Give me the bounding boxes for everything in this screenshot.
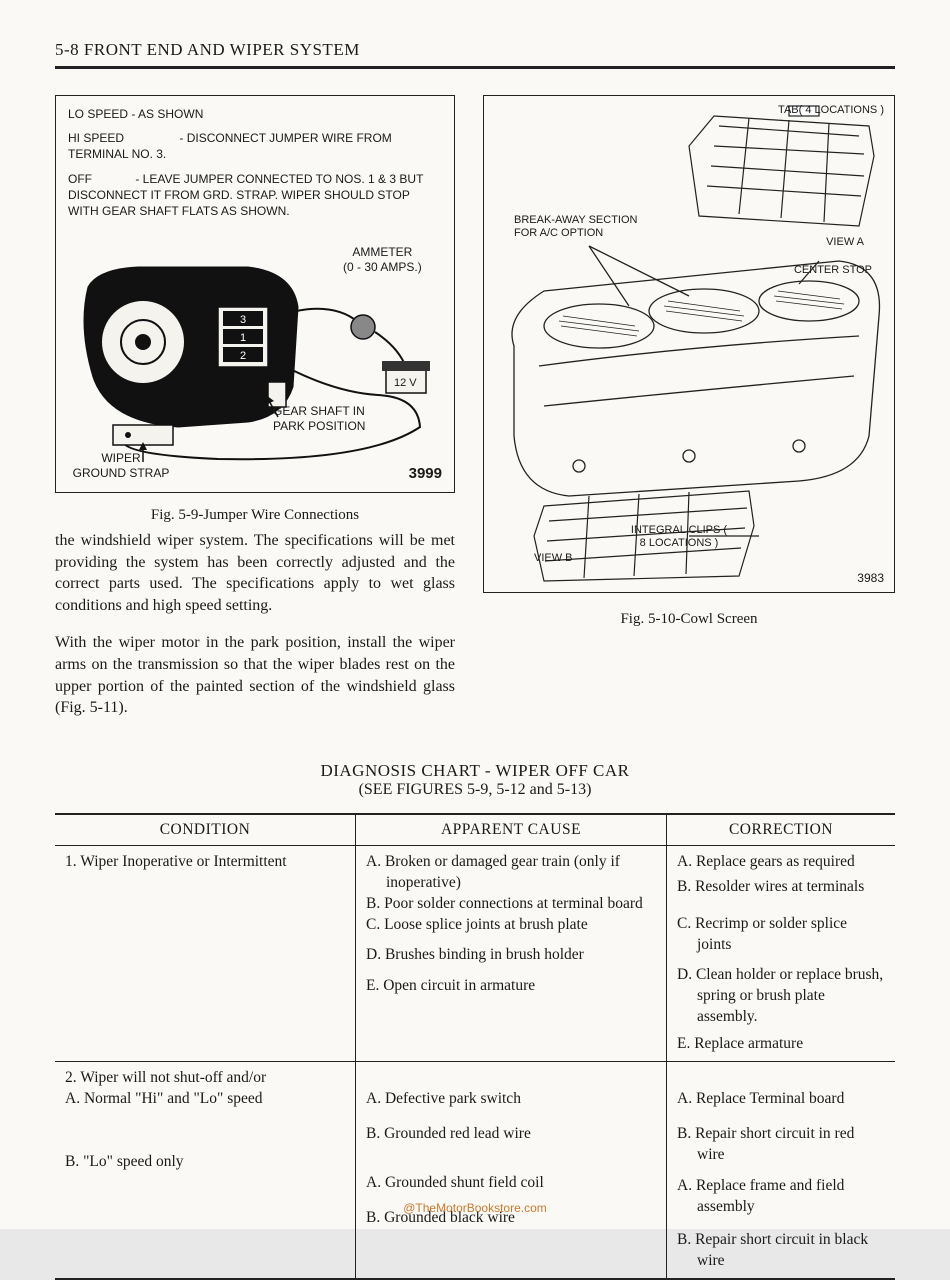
figure-10-number: 3983 [857, 572, 884, 586]
view-a-label: VIEW A [826, 236, 864, 249]
left-column: LO SPEED - AS SHOWN HI SPEED - DISCONNEC… [55, 95, 455, 735]
cause-text: A. Defective park switch [366, 1089, 656, 1110]
figure-5-10-box: TAB( 4 LOCATIONS ) VIEW A BREAK-AWAY SEC… [483, 95, 895, 593]
correction-text: D. Clean holder or replace brush, spring… [677, 965, 885, 1028]
cause-text: B. Grounded red lead wire [366, 1124, 656, 1145]
breakaway-label: BREAK-AWAY SECTION FOR A/C OPTION [514, 214, 644, 239]
cause-text: A. Broken or damaged gear train (only if… [366, 852, 656, 894]
svg-text:1: 1 [240, 332, 246, 344]
lo-speed-label: LO SPEED [68, 107, 128, 121]
off-label: OFF [68, 172, 92, 186]
gear-shaft-label: GEAR SHAFT IN PARK POSITION [273, 404, 383, 433]
figure-5-9-box: LO SPEED - AS SHOWN HI SPEED - DISCONNEC… [55, 95, 455, 493]
paragraph-1: the windshield wiper system. The specifi… [55, 530, 455, 616]
cause-text: D. Brushes binding in brush holder [366, 945, 656, 966]
watermark-text: @TheMotorBookstore.com [0, 1201, 950, 1215]
correction-text: B. Resolder wires at terminals [677, 877, 885, 898]
condition-1: 1. Wiper Inoperative or Intermittent [65, 852, 345, 873]
table-row: 1. Wiper Inoperative or Intermittent A. … [55, 845, 895, 1061]
correction-text: E. Replace armature [677, 1034, 885, 1055]
paragraph-2: With the wiper motor in the park positio… [55, 632, 455, 718]
correction-text: C. Recrimp or solder splice joints [677, 914, 885, 956]
header-cause: APPARENT CAUSE [356, 814, 667, 846]
center-stop-label: CENTER STOP [794, 264, 872, 277]
hi-speed-label: HI SPEED [68, 131, 124, 145]
voltage-label: 12 V [394, 377, 417, 390]
condition-2a: 2. Wiper will not shut-off and/or [65, 1069, 266, 1086]
header-correction: CORRECTION [667, 814, 896, 846]
table-bottom-rule [55, 1278, 895, 1280]
two-column-layout: LO SPEED - AS SHOWN HI SPEED - DISCONNEC… [55, 95, 895, 735]
correction-text: B. Repair short circuit in black wire [677, 1230, 885, 1272]
table-row: 2. Wiper will not shut-off and/or A. Nor… [55, 1062, 895, 1278]
page-header: 5-8 FRONT END AND WIPER SYSTEM [55, 40, 895, 69]
chart-title: DIAGNOSIS CHART - WIPER OFF CAR [55, 761, 895, 781]
condition-2c: B. "Lo" speed only [65, 1153, 184, 1170]
cause-text: C. Loose splice joints at brush plate [366, 915, 656, 936]
view-b-label: VIEW B [534, 552, 573, 565]
table-header-row: CONDITION APPARENT CAUSE CORRECTION [55, 814, 895, 846]
cause-text: B. Poor solder connections at terminal b… [366, 894, 656, 915]
lo-speed-desc: - AS SHOWN [131, 107, 203, 121]
correction-text: A. Replace gears as required [677, 852, 885, 873]
tab-locations-label: TAB( 4 LOCATIONS ) [778, 104, 884, 117]
wiper-motor-diagram: 3 1 2 [68, 227, 442, 467]
header-condition: CONDITION [55, 814, 356, 846]
right-column: TAB( 4 LOCATIONS ) VIEW A BREAK-AWAY SEC… [483, 95, 895, 735]
correction-text: A. Replace Terminal board [677, 1089, 885, 1110]
figure-10-caption: Fig. 5-10-Cowl Screen [483, 611, 895, 628]
cause-text: E. Open circuit in armature [366, 976, 656, 997]
figure-9-caption: Fig. 5-9-Jumper Wire Connections [55, 507, 455, 524]
cowl-screen-svg [484, 96, 894, 592]
figure-9-number: 3999 [409, 464, 442, 484]
chart-subtitle: (SEE FIGURES 5-9, 5-12 and 5-13) [55, 781, 895, 799]
cause-text: A. Grounded shunt field coil [366, 1173, 656, 1194]
condition-2b: A. Normal "Hi" and "Lo" speed [65, 1090, 263, 1107]
svg-text:2: 2 [240, 350, 246, 362]
off-desc: - LEAVE JUMPER CONNECTED TO NOS. 1 & 3 B… [68, 172, 423, 218]
integral-clips-label: INTEGRAL CLIPS ( 8 LOCATIONS ) [629, 524, 729, 549]
wiper-ground-label: WIPERGROUND STRAP [66, 451, 176, 480]
svg-text:3: 3 [240, 314, 246, 326]
correction-text: B. Repair short circuit in red wire [677, 1124, 885, 1166]
ammeter-label: AMMETER(0 - 30 AMPS.) [343, 245, 422, 274]
manual-page: 5-8 FRONT END AND WIPER SYSTEM LO SPEED … [0, 0, 950, 1229]
